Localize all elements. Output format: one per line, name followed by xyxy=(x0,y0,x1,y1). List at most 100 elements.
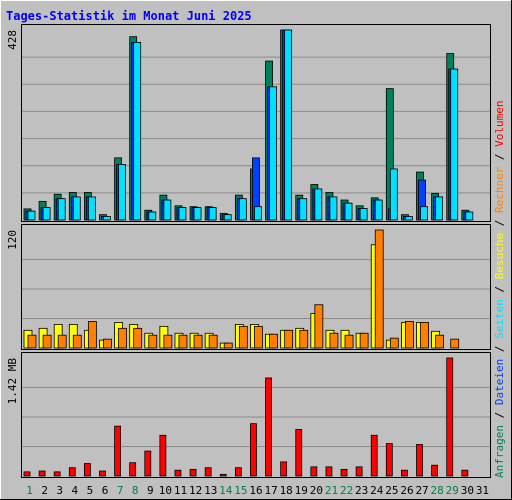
x-label-day-17: 17 xyxy=(264,484,277,497)
bar-volumen-day-28 xyxy=(431,464,439,477)
bar-rechner-day-25 xyxy=(389,337,399,349)
x-label-day-25: 25 xyxy=(385,484,398,497)
bar-seiten-day-6 xyxy=(103,216,111,221)
x-label-day-8: 8 xyxy=(132,484,139,497)
x-label-day-13: 13 xyxy=(204,484,217,497)
bar-volumen-day-24 xyxy=(370,434,378,477)
x-label-day-4: 4 xyxy=(72,484,79,497)
bar-volumen-day-5 xyxy=(83,463,91,477)
x-label-day-7: 7 xyxy=(117,484,124,497)
bar-seiten-day-2 xyxy=(42,207,51,221)
legend-separator: / xyxy=(493,213,506,233)
legend-item-dateien: Dateien xyxy=(493,359,506,405)
bar-volumen-day-16 xyxy=(250,423,257,477)
bar-rechner-day-8 xyxy=(133,327,143,349)
bar-seiten-day-28 xyxy=(435,196,444,221)
bar-rechner-day-15 xyxy=(238,325,248,349)
bar-rechner-day-26 xyxy=(405,321,414,349)
bar-seiten-day-26 xyxy=(405,216,413,221)
bar-rechner-day-29 xyxy=(450,338,460,349)
bar-rechner-day-5 xyxy=(87,321,97,349)
bar-rechner-day-12 xyxy=(193,334,203,349)
bar-seiten-day-7 xyxy=(118,164,126,221)
bar-seiten-day-17 xyxy=(269,86,277,221)
bar-volumen-day-29 xyxy=(446,357,454,477)
bar-volumen-day-20 xyxy=(310,466,318,477)
bar-rechner-day-18 xyxy=(284,329,294,349)
panel-hits-max-label: 428 xyxy=(6,30,19,50)
panel-visits-frame xyxy=(21,224,491,350)
bar-seiten-day-3 xyxy=(57,198,66,221)
bar-seiten-day-5 xyxy=(87,196,96,221)
bar-volumen-day-15 xyxy=(234,467,242,477)
bar-volumen-day-4 xyxy=(68,467,76,477)
bar-seiten-day-10 xyxy=(163,199,172,221)
legend-separator: / xyxy=(493,339,506,359)
bar-seiten-day-29 xyxy=(450,68,459,221)
bar-rechner-day-10 xyxy=(163,334,173,349)
bar-volumen-day-7 xyxy=(114,425,121,477)
bar-volumen-day-10 xyxy=(159,434,167,477)
x-label-day-21: 21 xyxy=(325,484,338,497)
bar-rechner-day-22 xyxy=(344,334,354,349)
bar-rechner-day-4 xyxy=(72,334,82,349)
x-label-day-11: 11 xyxy=(174,484,187,497)
bar-rechner-day-3 xyxy=(57,334,67,349)
bar-seiten-day-24 xyxy=(374,199,383,221)
bar-rechner-day-20 xyxy=(314,304,324,349)
bar-seiten-day-22 xyxy=(344,202,353,221)
x-label-day-19: 19 xyxy=(295,484,308,497)
x-label-day-27: 27 xyxy=(415,484,428,497)
bar-volumen-day-3 xyxy=(53,471,61,477)
bar-seiten-day-21 xyxy=(329,196,338,221)
x-label-day-3: 3 xyxy=(56,484,63,497)
x-label-day-6: 6 xyxy=(102,484,109,497)
x-label-day-16: 16 xyxy=(249,484,262,497)
legend-item-rechner: Rechner xyxy=(493,166,506,213)
x-label-day-1: 1 xyxy=(26,484,33,497)
bar-volumen-day-21 xyxy=(325,466,333,477)
x-label-day-20: 20 xyxy=(310,484,323,497)
x-label-day-23: 23 xyxy=(355,484,368,497)
x-label-day-28: 28 xyxy=(431,484,444,497)
x-label-day-14: 14 xyxy=(219,484,233,497)
bar-seiten-day-15 xyxy=(238,198,247,221)
bar-rechner-day-17 xyxy=(269,333,278,349)
x-label-day-29: 29 xyxy=(446,484,459,497)
legend-item-volumen: Volumen xyxy=(493,100,506,146)
chart-title: Tages-Statistik im Monat Juni 2025 xyxy=(6,9,252,23)
bar-rechner-day-11 xyxy=(178,334,188,349)
bar-rechner-day-16 xyxy=(254,325,263,349)
panel-volume-frame xyxy=(21,352,491,478)
x-label-day-12: 12 xyxy=(189,484,202,497)
x-label-day-22: 22 xyxy=(340,484,353,497)
bar-volumen-day-22 xyxy=(340,468,348,477)
bar-rechner-day-24 xyxy=(374,229,384,349)
bar-rechner-day-21 xyxy=(329,332,339,349)
bar-rechner-day-19 xyxy=(299,329,309,349)
bar-seiten-day-19 xyxy=(299,198,308,221)
legend-item-anfragen: Anfragen xyxy=(493,425,506,478)
bar-volumen-day-30 xyxy=(461,469,469,477)
bar-volumen-day-26 xyxy=(401,469,408,477)
legend-item-seiten: Seiten xyxy=(493,299,506,339)
x-label-day-10: 10 xyxy=(159,484,172,497)
bar-rechner-day-23 xyxy=(359,332,369,349)
legend-separator: / xyxy=(493,279,506,299)
bar-seiten-day-4 xyxy=(72,196,81,221)
bar-volumen-day-18 xyxy=(280,461,288,477)
bar-seiten-day-16 xyxy=(254,206,262,221)
bar-rechner-day-27 xyxy=(420,322,429,349)
x-label-day-5: 5 xyxy=(87,484,94,497)
bar-seiten-day-20 xyxy=(314,188,323,221)
bar-volumen-day-1 xyxy=(23,471,31,477)
bar-seiten-day-8 xyxy=(133,42,142,221)
x-label-day-26: 26 xyxy=(400,484,413,497)
panel-volume-max-label: 1.42 MB xyxy=(6,358,19,405)
bar-rechner-day-9 xyxy=(148,334,158,349)
x-label-day-18: 18 xyxy=(280,484,293,497)
bar-volumen-day-14 xyxy=(219,473,227,477)
bar-rechner-day-14 xyxy=(223,342,233,349)
bar-seiten-day-14 xyxy=(223,214,232,221)
bar-rechner-day-6 xyxy=(103,338,112,349)
